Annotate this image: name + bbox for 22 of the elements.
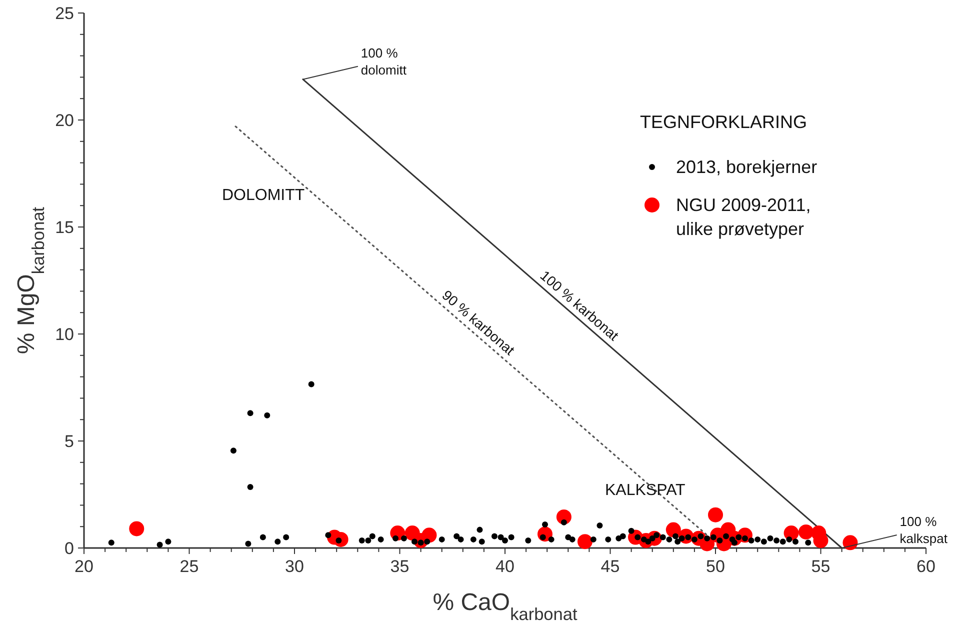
legend-title: TEGNFORKLARING — [640, 112, 808, 132]
annotation: 100 % dolomitt — [360, 45, 407, 78]
annotation: DOLOMITT — [222, 187, 305, 204]
y-tick-label: 5 — [64, 432, 74, 451]
y-tick-label: 20 — [55, 111, 74, 130]
x-tick-label: 45 — [600, 557, 620, 576]
x-tick-label: 55 — [811, 557, 830, 576]
y-tick-label: 0 — [64, 539, 74, 558]
x-tick-label: 25 — [180, 557, 199, 576]
legend-label: NGU 2009-2011, ulike prøvetyper — [676, 195, 811, 239]
x-tick-label: 30 — [285, 557, 304, 576]
y-tick-label: 10 — [55, 325, 74, 344]
legend-label: 2013, borekjerner — [676, 157, 818, 177]
y-tick-label: 25 — [55, 4, 74, 23]
x-tick-label: 60 — [916, 557, 936, 576]
x-axis-title: % CaO$_{karbonat}$ — [432, 589, 578, 624]
y-tick-label: 15 — [55, 218, 74, 237]
x-tick-label: 35 — [390, 557, 410, 576]
x-tick-label: 40 — [496, 557, 514, 576]
annotation: 100 % kalkspat — [900, 514, 948, 546]
x-tick-label: 50 — [706, 557, 725, 576]
annotation: KALKSPAT — [605, 482, 686, 499]
